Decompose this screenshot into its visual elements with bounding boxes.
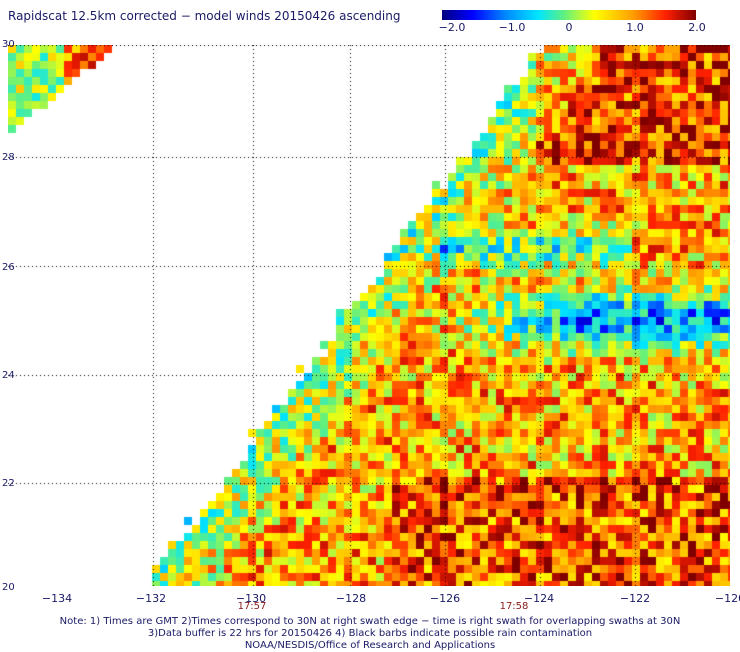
lon-label: −120: [714, 592, 740, 605]
lat-label: 22: [2, 478, 15, 489]
wind-difference-map: [8, 45, 730, 586]
lon-label: −124: [523, 592, 555, 605]
map-title: Rapidscat 12.5km corrected − model winds…: [8, 9, 401, 23]
lat-label: 20: [2, 582, 15, 593]
lon-label: −128: [335, 592, 367, 605]
footnote-line-3: NOAA/NESDIS/Office of Research and Appli…: [244, 640, 496, 651]
lon-label: −126: [429, 592, 461, 605]
lat-label: 28: [2, 152, 15, 163]
lat-label: 26: [2, 262, 15, 273]
footnote-line-2: 3)Data buffer is 22 hrs for 20150426 4) …: [147, 628, 593, 639]
colorbar: [442, 10, 696, 20]
map-plot-area: [8, 45, 730, 586]
lon-label: −132: [135, 592, 167, 605]
lat-label: 24: [2, 370, 15, 381]
time-label: 17:58: [499, 601, 529, 612]
colorbar-tick: 1.0: [626, 21, 644, 34]
lat-label: 30: [2, 39, 15, 50]
lon-label: −130: [235, 592, 267, 605]
colorbar-tick: 2.0: [688, 21, 706, 34]
colorbar-tick: −2.0: [438, 21, 466, 34]
colorbar-tick: −1.0: [498, 21, 526, 34]
lon-label: −134: [41, 592, 73, 605]
time-label: 17:57: [237, 601, 267, 612]
lon-label: −122: [619, 592, 651, 605]
footnote-line-1: Note: 1) Times are GMT 2)Times correspon…: [59, 616, 681, 627]
colorbar-tick: 0: [565, 21, 573, 34]
